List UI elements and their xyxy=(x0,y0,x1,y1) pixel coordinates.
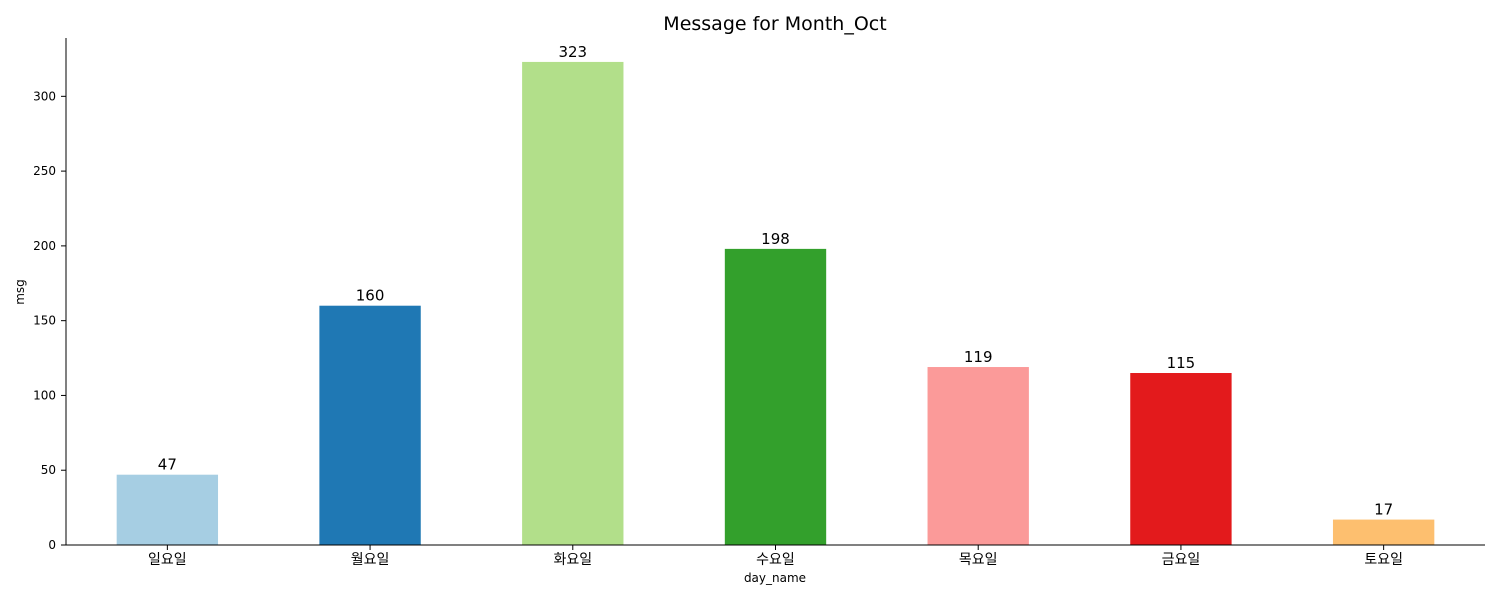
bar xyxy=(1130,373,1232,545)
x-tick-label: 화요일 xyxy=(553,552,592,568)
y-tick-label: 150 xyxy=(33,314,56,328)
chart-title: Message for Month_Oct xyxy=(663,13,886,35)
x-tick-label: 금요일 xyxy=(1162,552,1201,568)
data-label: 198 xyxy=(761,230,790,248)
x-tick-label: 월요일 xyxy=(351,552,390,568)
x-axis-label: day_name xyxy=(744,571,806,585)
data-label: 323 xyxy=(558,43,587,61)
x-tick-label: 수요일 xyxy=(756,552,795,568)
bar xyxy=(724,248,827,545)
y-tick-label: 50 xyxy=(41,463,56,477)
data-label: 119 xyxy=(964,348,993,366)
y-tick-label: 250 xyxy=(33,164,56,178)
x-tick-label: 일요일 xyxy=(148,552,187,568)
x-tick-label: 목요일 xyxy=(959,552,998,568)
bar xyxy=(116,474,219,545)
y-axis-label: msg xyxy=(13,279,27,305)
data-label: 47 xyxy=(158,456,177,474)
x-tick-label: 토요일 xyxy=(1364,552,1403,568)
bar xyxy=(1332,519,1435,545)
y-tick-label: 300 xyxy=(33,89,56,103)
x-axis: 일요일 월요일 화요일 수요일 목요일 금요일 토요일 xyxy=(66,544,1485,568)
data-label: 17 xyxy=(1374,501,1393,519)
y-tick-label: 0 xyxy=(48,538,56,552)
y-tick-label: 100 xyxy=(33,388,56,402)
bar xyxy=(927,367,1029,545)
bars-group: 47 160 323 198 119 115 17 xyxy=(116,43,1435,546)
bar xyxy=(522,61,624,546)
y-tick-label: 200 xyxy=(33,239,56,253)
data-label: 115 xyxy=(1167,354,1196,372)
y-axis: 0 50 100 150 200 250 300 xyxy=(33,38,67,552)
data-label: 160 xyxy=(356,287,385,305)
bar xyxy=(319,305,421,545)
